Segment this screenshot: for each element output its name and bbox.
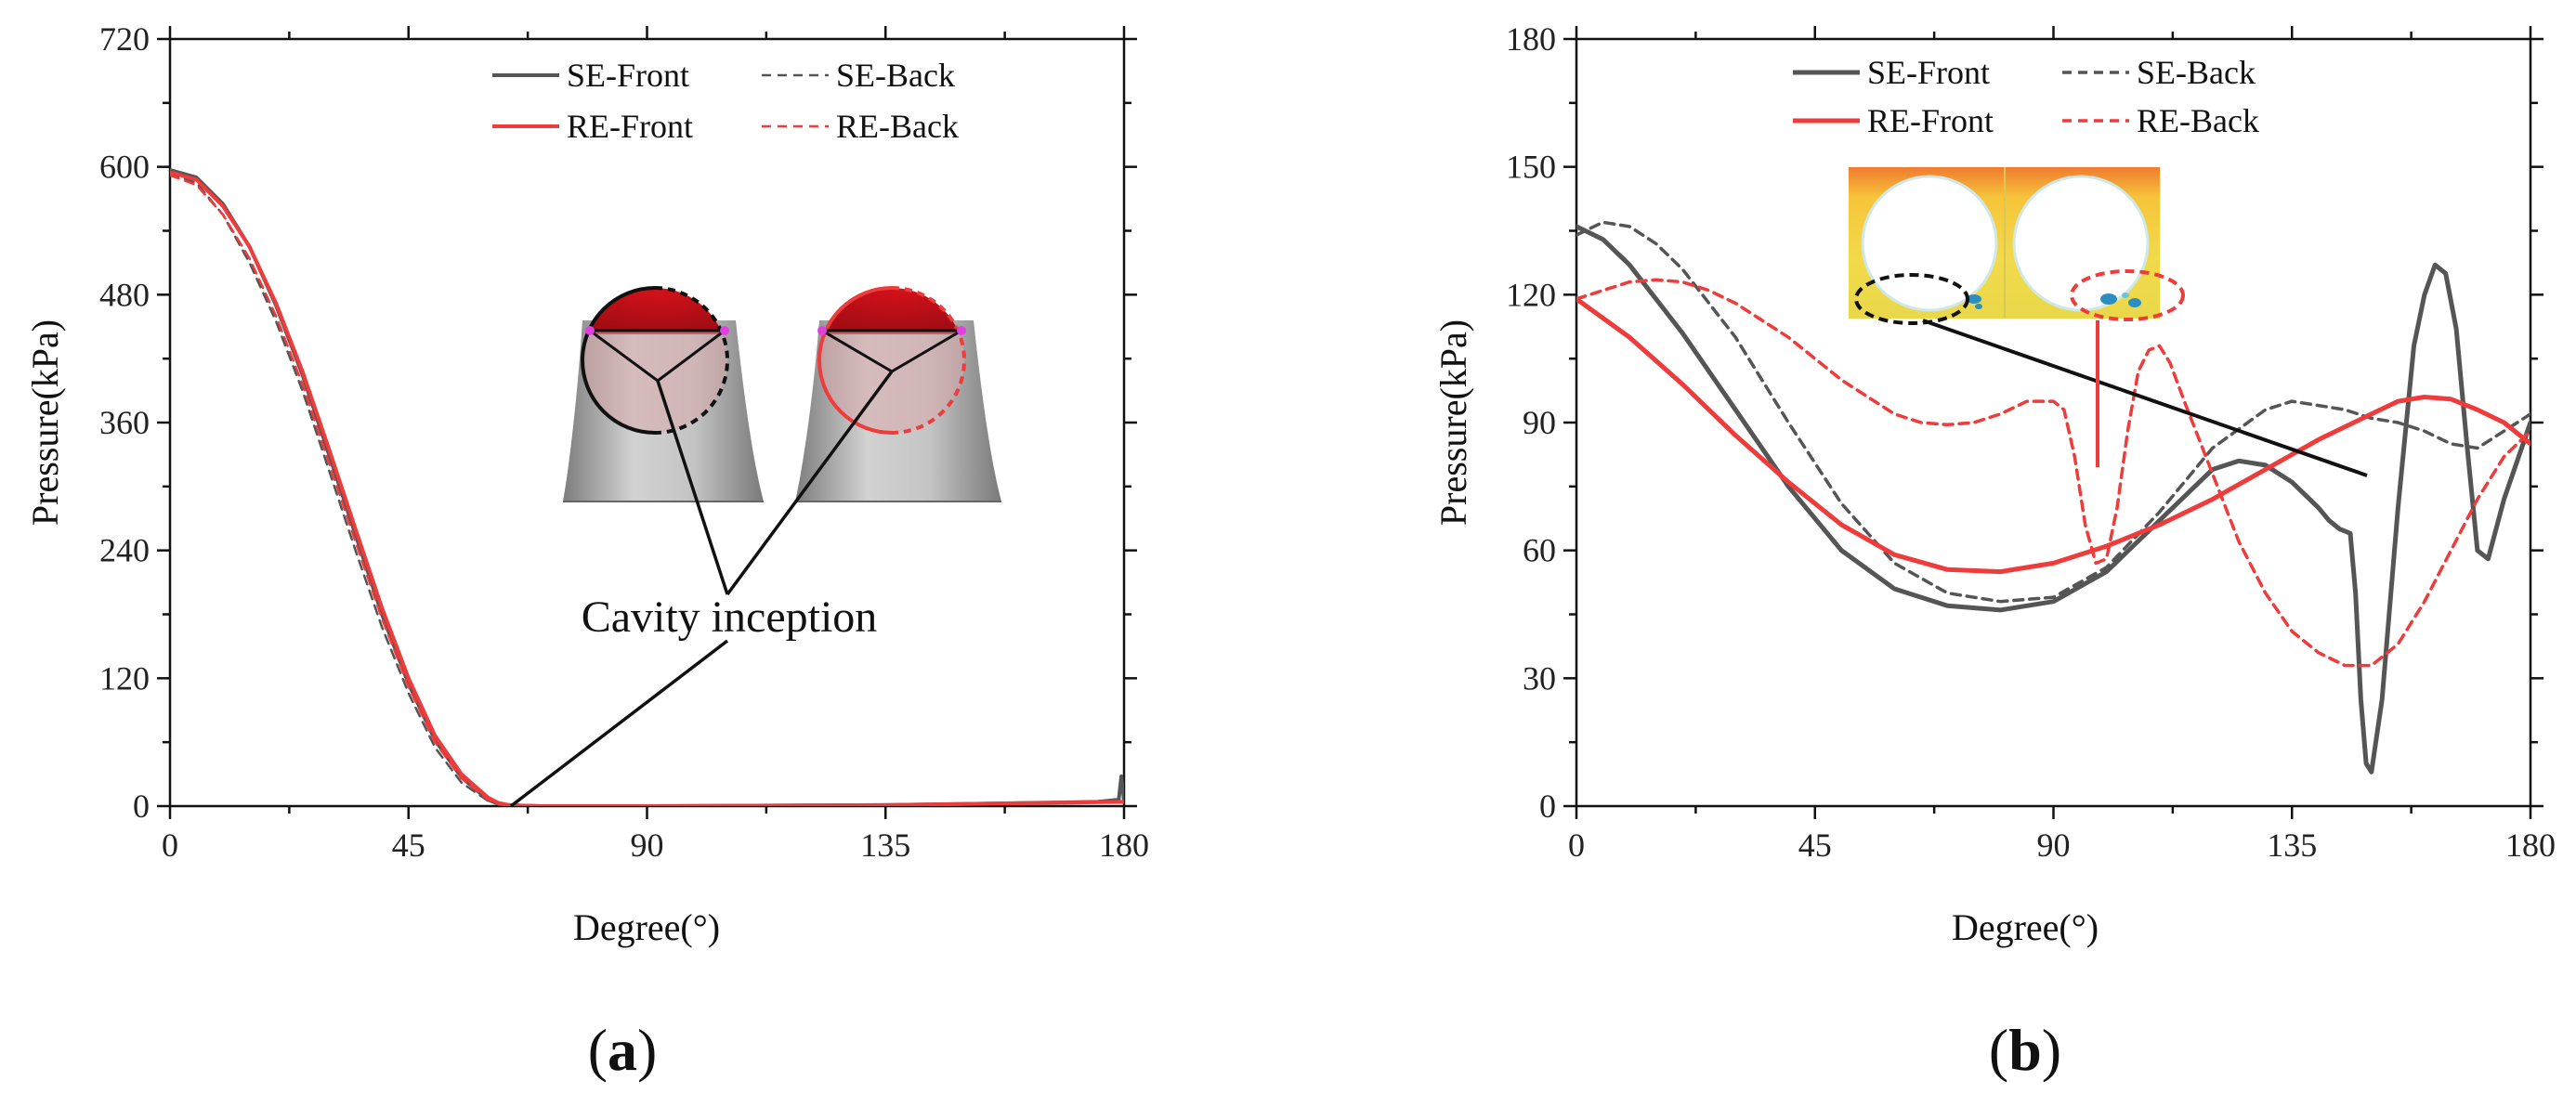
ticks-b: 0 45 90 135 180 0 30 60 90 120 150 180 bbox=[1506, 20, 2556, 864]
legend-a: SE-Front SE-Back RE-Front RE-Back bbox=[492, 57, 959, 145]
x-tick-label: 180 bbox=[1099, 827, 1149, 864]
panel-label-b: (b) bbox=[1989, 1017, 2061, 1083]
y-tick-label: 360 bbox=[99, 404, 150, 441]
ticks-a: 0 45 90 135 180 0 120 240 360 480 600 720 bbox=[99, 20, 1149, 864]
y-axis-title-b: Pressure(kPa) bbox=[1432, 319, 1474, 526]
legend-label-se-front: SE-Front bbox=[567, 57, 689, 94]
series-group-b bbox=[1576, 220, 2530, 775]
x-tick-label: 45 bbox=[392, 827, 425, 864]
legend-label-se-back: SE-Back bbox=[2137, 54, 2256, 91]
x-tick-label: 45 bbox=[1798, 827, 1832, 864]
x-tick-label: 0 bbox=[1568, 827, 1585, 864]
y-axis-title-a: Pressure(kPa) bbox=[24, 319, 66, 526]
y-tick-label: 150 bbox=[1506, 149, 1556, 186]
y-tick-label: 600 bbox=[99, 149, 150, 186]
series-line-re-back bbox=[170, 174, 1124, 806]
y-tick-label: 30 bbox=[1523, 659, 1556, 697]
x-tick-label: 0 bbox=[162, 827, 178, 864]
y-tick-label: 180 bbox=[1506, 20, 1556, 58]
annotation-arrows-a bbox=[509, 370, 894, 808]
series-line-re-front bbox=[1576, 296, 2530, 575]
legend-label-re-back: RE-Back bbox=[836, 108, 959, 145]
series-line-se-back bbox=[170, 172, 1124, 806]
y-tick-label: 60 bbox=[1523, 532, 1556, 569]
y-tick-label: 120 bbox=[99, 659, 150, 697]
y-tick-label: 240 bbox=[99, 532, 150, 569]
x-tick-label: 135 bbox=[860, 827, 910, 864]
panel-label-a: (a) bbox=[588, 1017, 658, 1083]
annotation-cavity-inception: Cavity inception bbox=[582, 593, 878, 642]
legend-label-se-back: SE-Back bbox=[836, 57, 955, 94]
series-line-se-front bbox=[1576, 224, 2530, 775]
legend-label-re-back: RE-Back bbox=[2137, 102, 2259, 139]
x-tick-label: 180 bbox=[2505, 827, 2556, 864]
x-axis-title-b: Degree(°) bbox=[1952, 906, 2099, 948]
x-tick-label: 90 bbox=[2037, 827, 2071, 864]
legend-label-se-front: SE-Front bbox=[1867, 54, 1990, 91]
y-tick-label: 480 bbox=[99, 276, 150, 313]
x-tick-label: 135 bbox=[2267, 827, 2317, 864]
legend-label-re-front: RE-Front bbox=[1867, 102, 1994, 139]
legend-b: SE-Front SE-Back RE-Front RE-Back bbox=[1793, 54, 2259, 139]
x-axis-title-a: Degree(°) bbox=[573, 906, 720, 948]
y-tick-label: 720 bbox=[99, 20, 150, 58]
inset-contour-b bbox=[1849, 167, 2368, 477]
y-tick-label: 120 bbox=[1506, 276, 1556, 313]
y-tick-label: 0 bbox=[133, 788, 150, 825]
panel-b: 0 45 90 135 180 0 30 60 90 120 150 180 SE-Front SE-B… bbox=[1432, 20, 2556, 1083]
y-tick-label: 90 bbox=[1523, 404, 1556, 441]
legend-label-re-front: RE-Front bbox=[567, 108, 693, 145]
inset-cylinders-a bbox=[563, 286, 1001, 502]
x-tick-label: 90 bbox=[631, 827, 664, 864]
panel-a: 0 45 90 135 180 0 120 240 360 480 600 720 bbox=[24, 20, 1149, 1083]
y-tick-label: 0 bbox=[1539, 788, 1556, 825]
series-group-a bbox=[170, 168, 1124, 806]
